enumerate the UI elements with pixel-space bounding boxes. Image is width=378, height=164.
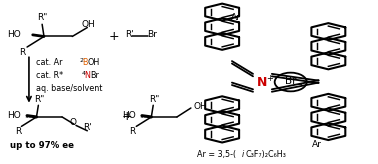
Text: cat. Ar: cat. Ar: [36, 58, 63, 67]
Text: R': R': [83, 123, 91, 132]
Text: 4: 4: [81, 71, 85, 76]
Text: O: O: [70, 118, 77, 127]
Text: C₃F₇)₂C₆H₃: C₃F₇)₂C₆H₃: [245, 150, 286, 159]
Text: Ar = 3,5-(: Ar = 3,5-(: [197, 150, 235, 159]
Text: Ar: Ar: [231, 13, 241, 22]
Text: HO: HO: [8, 30, 21, 39]
Text: Br: Br: [147, 30, 158, 39]
Text: ···: ···: [139, 114, 146, 123]
Text: up to 97% ee: up to 97% ee: [10, 141, 74, 150]
Polygon shape: [311, 94, 345, 111]
Polygon shape: [311, 23, 345, 40]
Polygon shape: [205, 33, 239, 50]
Text: +: +: [108, 30, 119, 43]
Polygon shape: [205, 96, 239, 113]
Text: HO: HO: [8, 111, 21, 120]
Text: R': R': [125, 30, 134, 39]
Text: 2: 2: [79, 58, 83, 63]
Text: aq. base/solvent: aq. base/solvent: [36, 84, 103, 93]
Polygon shape: [205, 111, 239, 128]
Text: Ar: Ar: [312, 140, 322, 149]
Text: HO: HO: [122, 111, 136, 120]
Text: ···: ···: [25, 114, 31, 123]
Text: R: R: [20, 48, 26, 57]
Text: OH: OH: [82, 20, 95, 29]
Text: R": R": [35, 95, 45, 104]
Text: R: R: [15, 127, 21, 136]
Polygon shape: [311, 52, 345, 69]
Polygon shape: [205, 18, 239, 35]
Text: R": R": [37, 13, 48, 22]
Text: R: R: [129, 127, 135, 136]
Text: cat. R*: cat. R*: [36, 71, 64, 80]
Text: N: N: [85, 71, 91, 80]
Polygon shape: [311, 38, 345, 55]
Text: OH: OH: [88, 58, 100, 67]
Polygon shape: [311, 123, 345, 140]
Text: i: i: [242, 150, 244, 159]
Text: OH: OH: [194, 102, 208, 111]
Text: N: N: [257, 76, 268, 89]
Text: +: +: [266, 74, 273, 83]
Polygon shape: [311, 109, 345, 125]
Polygon shape: [205, 126, 239, 143]
Text: Br: Br: [90, 71, 99, 80]
Text: +: +: [122, 111, 132, 123]
Text: −: −: [295, 80, 303, 90]
Text: B: B: [82, 58, 88, 67]
Text: Br: Br: [285, 76, 296, 86]
Text: R": R": [149, 95, 160, 104]
Polygon shape: [205, 4, 239, 21]
